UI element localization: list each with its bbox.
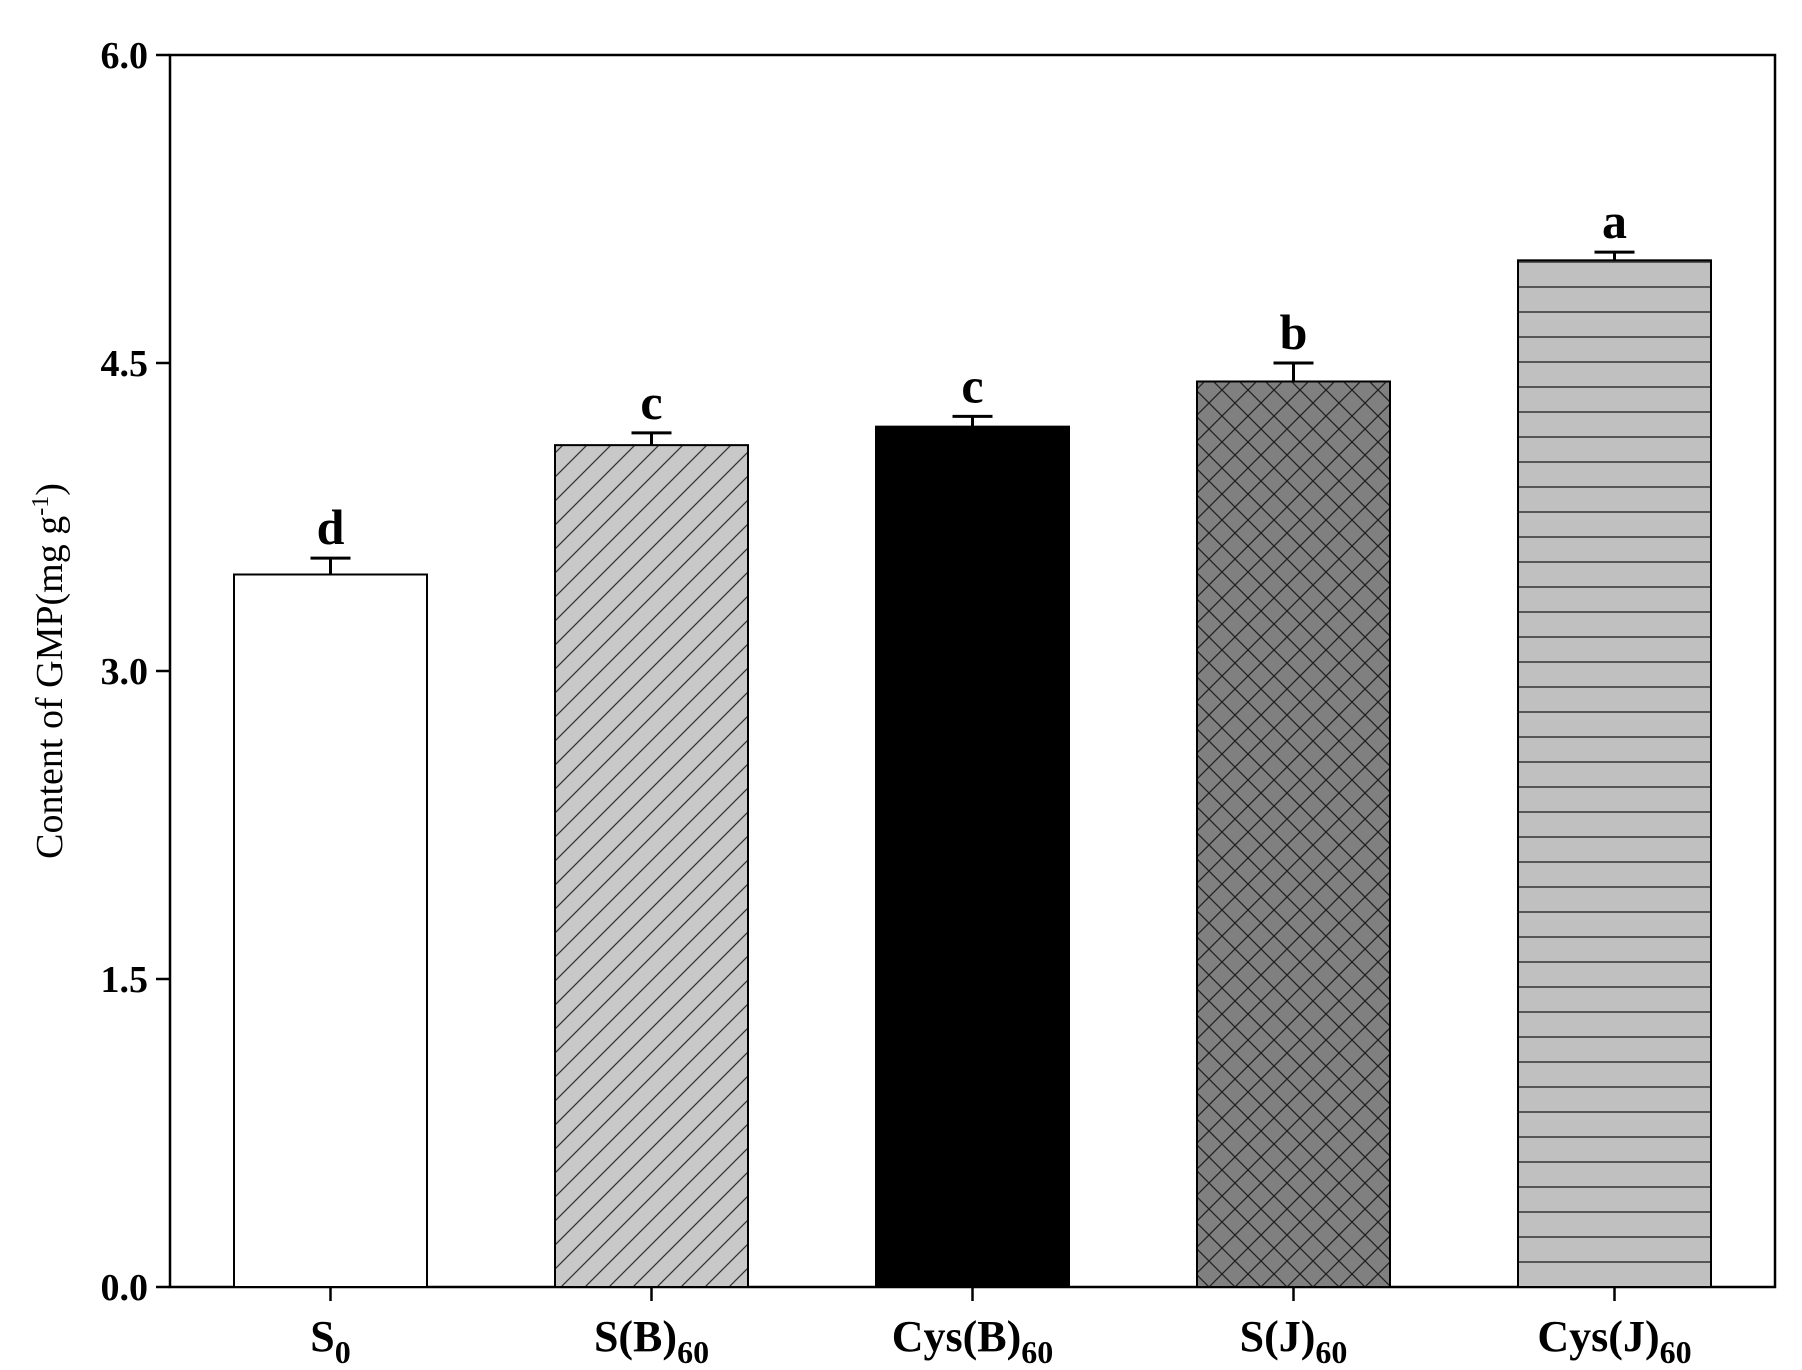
significance-label-4: a — [1602, 193, 1627, 249]
bar-4 — [1517, 259, 1712, 1288]
y-tick-label: 4.5 — [101, 343, 149, 385]
error-bar-1 — [631, 431, 672, 446]
y-tick-label: 0.0 — [101, 1267, 149, 1309]
category-label-4: Cys(J)60 — [1537, 1312, 1691, 1370]
y-axis-label: Content of GMP(mg g-1) — [28, 483, 71, 859]
bar-1 — [554, 444, 749, 1288]
error-bar-2 — [952, 414, 993, 427]
bar-0 — [233, 573, 428, 1288]
category-label-2: Cys(B)60 — [892, 1312, 1054, 1370]
error-bar-3 — [1273, 361, 1314, 382]
significance-label-2: c — [961, 357, 983, 413]
error-bar-4 — [1594, 250, 1635, 261]
category-label-3: S(J)60 — [1240, 1312, 1348, 1370]
y-tick-label: 3.0 — [101, 651, 149, 693]
y-tick-label: 6.0 — [101, 35, 149, 77]
significance-label-1: c — [640, 374, 662, 430]
y-axis-label-main: Content of GMP(mg g — [29, 516, 71, 859]
y-axis-label-sup: -1 — [28, 496, 54, 516]
category-label-1: S(B)60 — [594, 1312, 709, 1370]
y-tick-label: 1.5 — [101, 959, 149, 1001]
category-label-0: S0 — [310, 1312, 350, 1370]
bar-2 — [875, 425, 1070, 1288]
bar-3 — [1196, 380, 1391, 1289]
significance-label-3: b — [1280, 304, 1308, 360]
y-axis-label-end: ) — [29, 483, 71, 496]
significance-label-0: d — [317, 499, 345, 555]
error-bar-0 — [310, 556, 351, 575]
